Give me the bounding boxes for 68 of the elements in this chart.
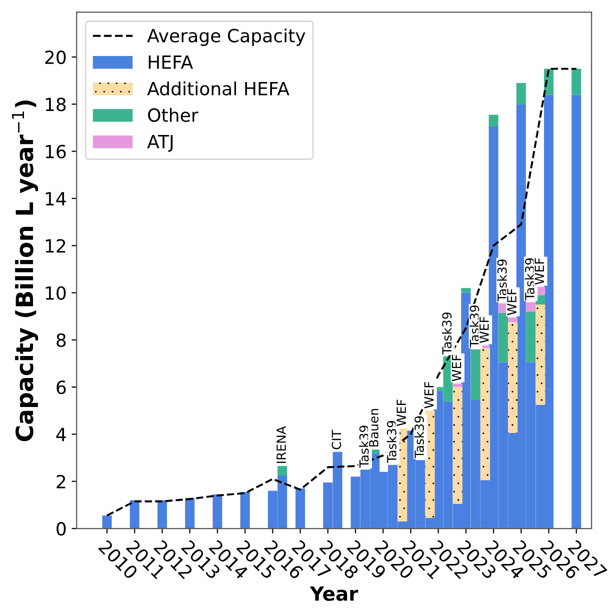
bar [157, 500, 167, 529]
x-axis-title: Year [310, 586, 358, 601]
bar [516, 104, 526, 529]
bar [488, 114, 498, 127]
bar [350, 476, 360, 529]
bar [278, 475, 288, 529]
annotation: WEF [507, 288, 516, 316]
bar [498, 312, 508, 362]
bar [526, 312, 536, 362]
annotation: WEF [452, 354, 462, 382]
bar [296, 488, 306, 529]
bar [278, 466, 288, 476]
bar [516, 82, 526, 104]
bar [470, 400, 480, 529]
bar [480, 348, 490, 480]
bar [452, 384, 462, 388]
y-tick-label: 14 [46, 192, 66, 206]
y-tick-label: 10 [46, 286, 66, 300]
bar [572, 94, 582, 529]
annotation: WEF [396, 400, 406, 426]
annotation: Bauen [369, 408, 378, 446]
annotation: WEF [424, 382, 434, 408]
bar [452, 387, 462, 504]
y-tick-label: 16 [46, 144, 66, 158]
y-tick-label: 0 [56, 522, 66, 536]
y-tick-label: 18 [46, 98, 66, 112]
bar [185, 498, 195, 529]
annotation: CIT [332, 430, 342, 450]
bar [526, 362, 536, 529]
bar [508, 318, 518, 322]
bar [526, 302, 536, 312]
bar [508, 322, 518, 434]
y-tick-label: 8 [56, 333, 66, 348]
bar [323, 482, 333, 529]
bar [240, 492, 250, 529]
line-series [106, 68, 578, 517]
y-tick-label: 6 [56, 380, 66, 394]
legend-label: Additional HEFA [147, 81, 290, 96]
annotation: Task39 [414, 416, 424, 458]
bar [498, 362, 508, 529]
y-tick-label: 20 [45, 50, 66, 64]
annotation: IRENA [276, 426, 286, 463]
bar [378, 472, 388, 529]
legend-label: HEFA [148, 56, 193, 69]
annotation: Task39 [359, 426, 369, 468]
y-tick-label: 4 [56, 428, 66, 442]
legend-label: ATJ [147, 135, 173, 152]
annotation: Task39 [524, 258, 534, 300]
annotation: Task39 [386, 420, 396, 464]
bar [461, 288, 471, 293]
annotation: WEF [480, 316, 489, 344]
bar [212, 494, 222, 529]
bar [130, 500, 140, 529]
y-tick-label: 12 [46, 239, 66, 252]
y-tick-label: 2 [56, 474, 66, 488]
annotation: Task39 [442, 312, 452, 355]
bar [268, 490, 278, 529]
y-axis-title: Capacity (Billion L year$^{−1}$) [12, 100, 38, 442]
bar [443, 401, 453, 529]
bar [536, 304, 546, 405]
legend-label: Other [148, 108, 198, 122]
bar [398, 428, 408, 522]
legend-label: Average Capacity [147, 28, 306, 46]
bar [572, 68, 582, 95]
annotation: WEF [534, 258, 544, 285]
bar [544, 94, 554, 529]
bar [102, 516, 112, 529]
annotation: Task39 [497, 259, 507, 302]
